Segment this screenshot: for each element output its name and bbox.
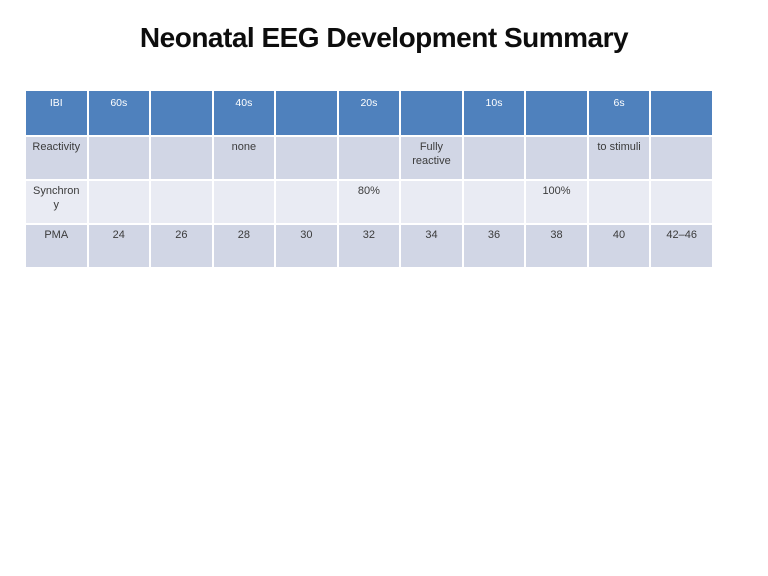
cell-empty: [274, 135, 339, 181]
cell-empty: [649, 135, 714, 181]
table-row-synchrony: Synchrony 80% 100%: [24, 179, 714, 225]
cell-empty: [336, 135, 402, 181]
cell-empty: [149, 179, 214, 225]
cell-empty: [524, 135, 589, 181]
header-cell-40s: 40s: [211, 89, 277, 137]
table-row-pma: PMA 24 26 28 30 32 34 36 38 40 42–46: [24, 223, 714, 269]
cell-empty: [274, 179, 339, 225]
header-cell-20s: 20s: [336, 89, 402, 137]
cell-fully-reactive: Fully reactive: [399, 135, 464, 181]
cell-pma-36: 36: [461, 223, 527, 269]
cell-pma-26: 26: [149, 223, 214, 269]
header-cell-empty: [399, 89, 464, 137]
cell-empty: [586, 179, 652, 225]
header-cell-ibi: IBI: [24, 89, 89, 137]
page-title: Neonatal EEG Development Summary: [139, 22, 629, 53]
table-header-row: IBI 60s 40s 20s 10s 6s: [24, 89, 714, 137]
header-cell-60s: 60s: [86, 89, 152, 137]
header-cell-empty: [149, 89, 214, 137]
cell-pma-24: 24: [86, 223, 152, 269]
cell-empty: [461, 179, 527, 225]
eeg-development-summary-table: IBI 60s 40s 20s 10s 6s Reactivity none F…: [24, 89, 714, 269]
cell-pma-34: 34: [399, 223, 464, 269]
cell-empty: [461, 135, 527, 181]
row-label-reactivity: Reactivity: [24, 135, 89, 181]
cell-empty: [86, 135, 152, 181]
row-label-pma: PMA: [24, 223, 89, 269]
header-cell-empty: [524, 89, 589, 137]
cell-empty: [149, 135, 214, 181]
cell-none: none: [211, 135, 277, 181]
header-cell-6s: 6s: [586, 89, 652, 137]
cell-empty: [86, 179, 152, 225]
cell-empty: [399, 179, 464, 225]
row-label-synchrony: Synchrony: [24, 179, 89, 225]
header-cell-empty: [274, 89, 339, 137]
cell-80pct: 80%: [336, 179, 402, 225]
cell-empty: [649, 179, 714, 225]
cell-to-stimuli: to stimuli: [586, 135, 652, 181]
cell-pma-40: 40: [586, 223, 652, 269]
cell-pma-42-46: 42–46: [649, 223, 714, 269]
header-cell-empty: [649, 89, 714, 137]
cell-pma-28: 28: [211, 223, 277, 269]
cell-empty: [211, 179, 277, 225]
cell-100pct: 100%: [524, 179, 589, 225]
table-row-reactivity: Reactivity none Fully reactive to stimul…: [24, 135, 714, 181]
cell-pma-30: 30: [274, 223, 339, 269]
cell-pma-32: 32: [336, 223, 402, 269]
header-cell-10s: 10s: [461, 89, 527, 137]
cell-pma-38: 38: [524, 223, 589, 269]
